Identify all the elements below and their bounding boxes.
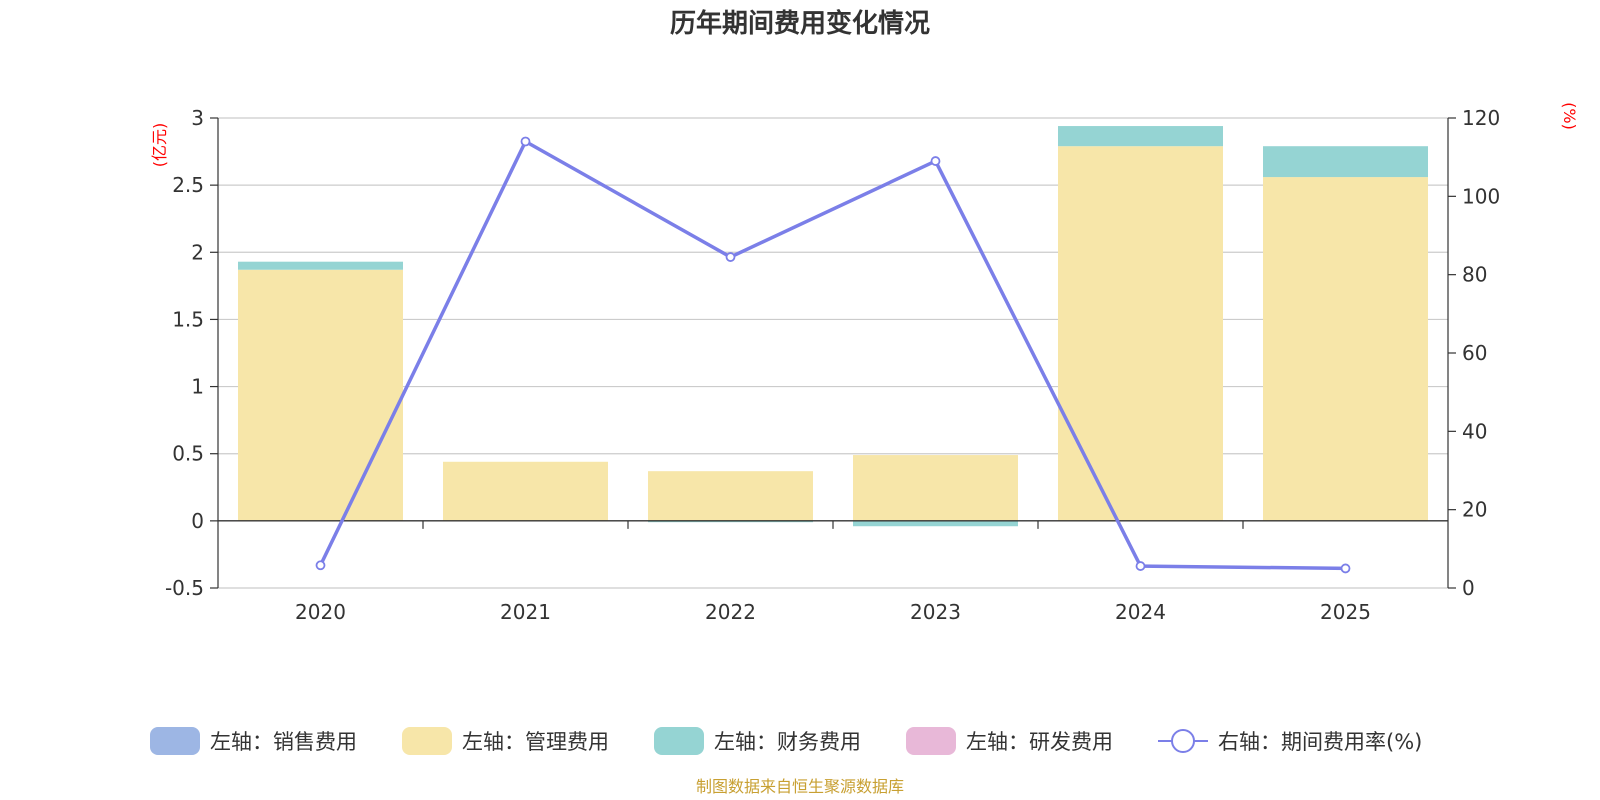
legend: 左轴：销售费用 左轴：管理费用 左轴：财务费用 左轴：研发费用 右轴：期间费用率(%) <box>150 727 1422 755</box>
rate-point <box>315 560 326 571</box>
left-tick-label: 0.5 <box>172 442 204 466</box>
left-tick-label: 0 <box>191 509 204 533</box>
rate-point <box>725 252 736 262</box>
rate-point <box>520 136 531 147</box>
right-tick-label: 80 <box>1462 263 1487 287</box>
legend-swatch <box>906 727 956 755</box>
category-label: 2021 <box>500 600 551 624</box>
left-tick-label: 1 <box>191 375 204 399</box>
bar-segment <box>1263 146 1428 178</box>
gridlines <box>218 117 1448 589</box>
line-layer <box>315 136 1351 574</box>
axes: 3 2.5 2 1.5 1 0.5 0 -0.5 120 100 80 60 40 20 0 2020 2021… <box>165 106 1500 624</box>
left-tick-label: 3 <box>191 106 204 130</box>
legend-label: 右轴：期间费用率(%) <box>1218 730 1422 754</box>
legend-label: 左轴：财务费用 <box>714 730 861 754</box>
left-tick-label: -0.5 <box>165 576 204 600</box>
left-tick-label: 2 <box>191 240 204 264</box>
bar-segment <box>853 520 1018 527</box>
category-label: 2022 <box>705 600 756 624</box>
bar-segment <box>1058 126 1223 147</box>
legend-swatch <box>402 727 452 755</box>
bar-segment <box>853 455 1018 521</box>
right-tick-label: 120 <box>1462 106 1500 130</box>
left-tick-label: 2.5 <box>172 173 204 197</box>
rate-point <box>1340 563 1351 574</box>
legend-marker <box>1171 729 1195 753</box>
chart-title: 历年期间费用变化情况 <box>670 8 930 39</box>
left-tick-label: 1.5 <box>172 307 204 331</box>
right-tick-label: 0 <box>1462 576 1475 600</box>
right-axis-unit: (%) <box>1560 102 1579 130</box>
legend-swatch <box>654 727 704 755</box>
legend-label: 左轴：管理费用 <box>462 730 609 754</box>
category-label: 2024 <box>1115 600 1166 624</box>
bar-segment <box>1058 146 1223 521</box>
left-axis-unit: (亿元) <box>150 123 169 168</box>
right-tick-label: 20 <box>1462 498 1487 522</box>
rate-point <box>930 156 941 166</box>
legend-label: 左轴：研发费用 <box>966 730 1113 754</box>
category-label: 2023 <box>910 600 961 624</box>
right-tick-label: 40 <box>1462 419 1487 443</box>
category-label: 2025 <box>1320 600 1371 624</box>
bar-layer <box>238 126 1428 527</box>
source-note: 制图数据来自恒生聚源数据库 <box>696 777 904 796</box>
right-tick-label: 100 <box>1462 184 1500 208</box>
bar-segment <box>648 471 813 521</box>
rate-line <box>318 139 1346 571</box>
bar-segment <box>238 261 403 270</box>
right-tick-label: 60 <box>1462 341 1487 365</box>
bar-segment <box>443 461 608 521</box>
legend-swatch <box>150 727 200 755</box>
legend-label: 左轴：销售费用 <box>210 730 357 754</box>
bar-segment <box>238 269 403 521</box>
bar-segment <box>1263 177 1428 521</box>
rate-point <box>1135 561 1146 571</box>
category-label: 2020 <box>295 600 346 624</box>
